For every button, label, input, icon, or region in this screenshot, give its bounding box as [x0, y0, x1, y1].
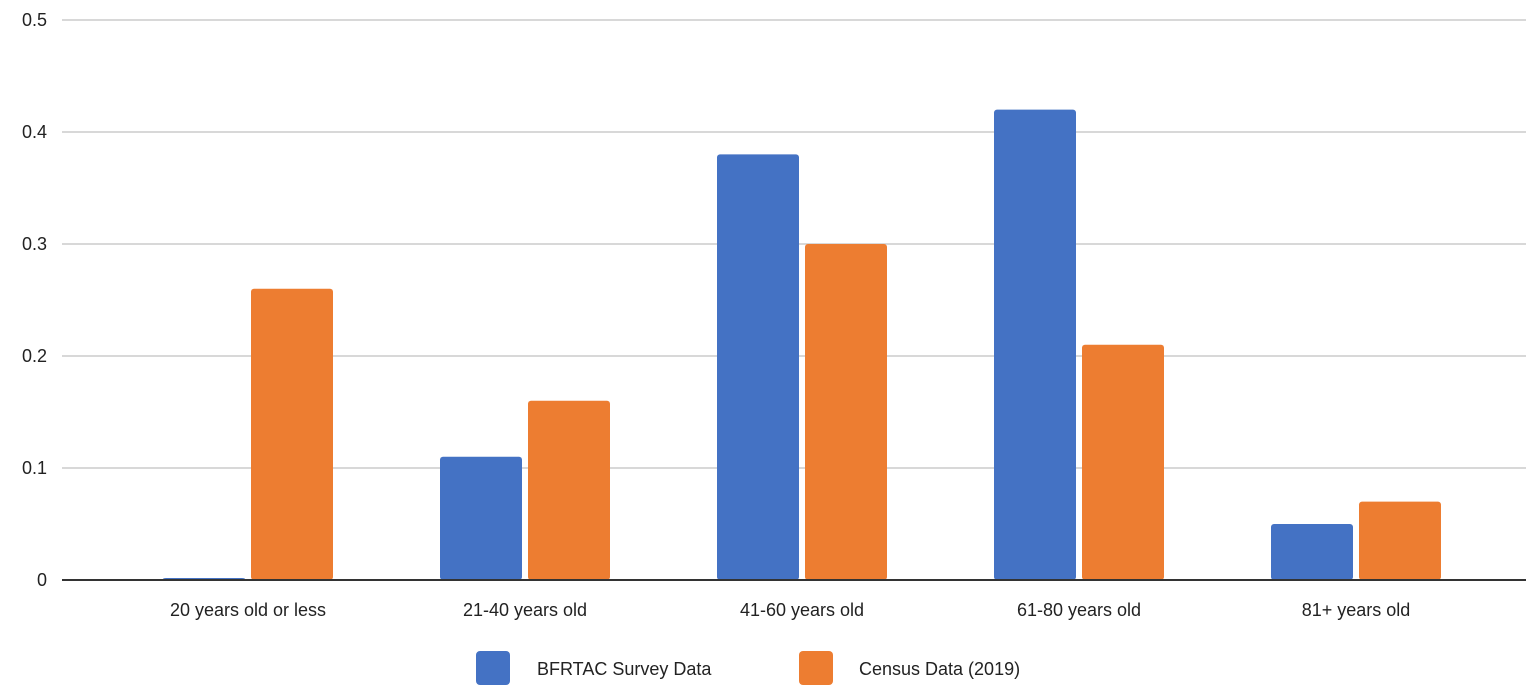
bar-census-1[interactable]: [528, 400, 610, 580]
x-tick-label: 21-40 years old: [463, 600, 587, 620]
bar-census-3[interactable]: [1082, 344, 1164, 580]
y-axis-tick-labels: 0 0.1 0.2 0.3 0.4 0.5: [22, 10, 47, 590]
bar-bfrtac-4[interactable]: [1271, 524, 1353, 580]
x-tick-label: 20 years old or less: [170, 600, 326, 620]
y-tick-label: 0: [37, 570, 47, 590]
legend: BFRTAC Survey Data Census Data (2019): [476, 651, 1020, 685]
bar-census-0[interactable]: [251, 288, 333, 580]
bar-census-4[interactable]: [1359, 501, 1441, 580]
bar-census-2[interactable]: [805, 244, 887, 580]
legend-item-bfrtac[interactable]: BFRTAC Survey Data: [476, 651, 712, 685]
x-tick-label: 41-60 years old: [740, 600, 864, 620]
y-tick-label: 0.3: [22, 234, 47, 254]
y-tick-label: 0.2: [22, 346, 47, 366]
bar-bfrtac-2[interactable]: [717, 154, 799, 580]
x-tick-label: 81+ years old: [1302, 600, 1411, 620]
legend-swatch-bfrtac: [476, 651, 510, 685]
bar-bfrtac-3[interactable]: [994, 109, 1076, 580]
x-axis-tick-labels: 20 years old or less 21-40 years old 41-60…: [170, 600, 1410, 620]
legend-label-census: Census Data (2019): [859, 659, 1020, 679]
y-tick-label: 0.5: [22, 10, 47, 30]
legend-label-bfrtac: BFRTAC Survey Data: [537, 659, 712, 679]
y-tick-label: 0.1: [22, 458, 47, 478]
y-tick-label: 0.4: [22, 122, 47, 142]
legend-swatch-census: [799, 651, 833, 685]
bar-bfrtac-1[interactable]: [440, 456, 522, 580]
bars: [163, 109, 1441, 580]
legend-item-census[interactable]: Census Data (2019): [799, 651, 1020, 685]
x-tick-label: 61-80 years old: [1017, 600, 1141, 620]
